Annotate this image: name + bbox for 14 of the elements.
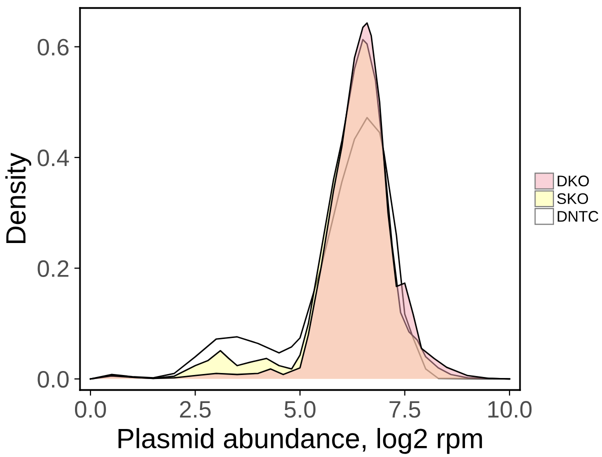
legend-label: DKO xyxy=(558,176,589,186)
x-tick-label: 2.5 xyxy=(180,401,211,418)
x-tick-label: 0.0 xyxy=(74,401,106,418)
y-tick-label: 0.0 xyxy=(38,370,69,388)
legend-label: SKO xyxy=(557,193,588,204)
y-tick-label: 0.6 xyxy=(38,38,69,56)
y-tick-label: 0.4 xyxy=(38,150,69,166)
x-tick-label: 7.5 xyxy=(390,401,420,418)
x-tick-label: 5.0 xyxy=(284,401,316,418)
y-tick-label: 0.2 xyxy=(38,260,68,277)
legend-label: DNTC xyxy=(558,210,598,222)
y-axis-title: Density xyxy=(5,152,32,244)
x-tick-label: 10.0 xyxy=(488,401,532,418)
x-axis-title: Plasmid abundance, log2 rpm xyxy=(118,428,482,454)
